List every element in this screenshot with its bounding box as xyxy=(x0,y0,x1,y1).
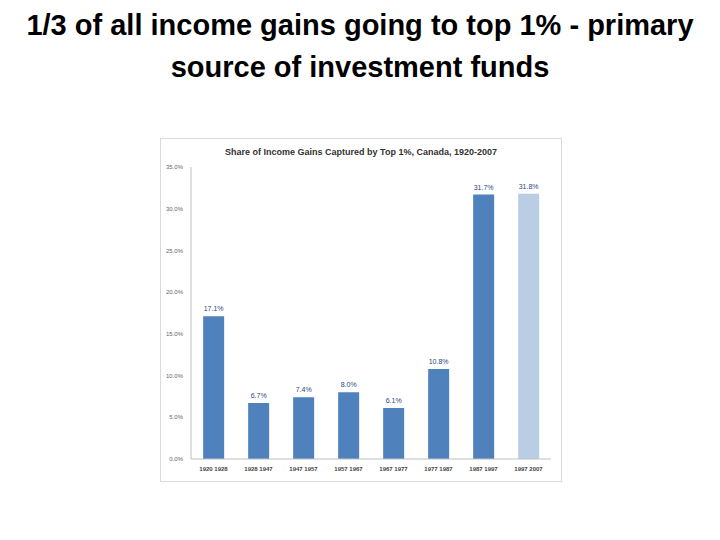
svg-text:0.0%: 0.0% xyxy=(169,456,183,462)
svg-text:10.0%: 10.0% xyxy=(166,373,184,379)
svg-text:35.0%: 35.0% xyxy=(166,164,184,170)
svg-text:1920 1928: 1920 1928 xyxy=(199,466,228,472)
svg-text:1947 1957: 1947 1957 xyxy=(289,466,318,472)
svg-text:1967 1977: 1967 1977 xyxy=(379,466,408,472)
svg-text:31.7%: 31.7% xyxy=(474,184,494,191)
svg-text:7.4%: 7.4% xyxy=(296,386,312,393)
svg-text:5.0%: 5.0% xyxy=(169,414,183,420)
svg-text:1928 1947: 1928 1947 xyxy=(244,466,273,472)
svg-text:25.0%: 25.0% xyxy=(166,248,184,254)
svg-text:1977 1987: 1977 1987 xyxy=(424,466,453,472)
svg-text:31.8%: 31.8% xyxy=(519,183,539,190)
svg-text:15.0%: 15.0% xyxy=(166,331,184,337)
svg-text:6.7%: 6.7% xyxy=(251,392,267,399)
svg-text:1957 1967: 1957 1967 xyxy=(334,466,363,472)
html-text:Share of Income Gains Captured: Share of Income Gains Captured by Top 1%… xyxy=(225,147,497,157)
svg-text:20.0%: 20.0% xyxy=(166,289,184,295)
svg-text:8.0%: 8.0% xyxy=(341,381,357,388)
svg-text:6.1%: 6.1% xyxy=(386,397,402,404)
svg-text:1987 1997: 1987 1997 xyxy=(469,466,498,472)
svg-text:30.0%: 30.0% xyxy=(166,206,184,212)
svg-text:1997 2007: 1997 2007 xyxy=(514,466,543,472)
svg-text:17.1%: 17.1% xyxy=(204,305,224,312)
html-text:1/3 of all income gains going: 1/3 of all income gains going to top 1% … xyxy=(26,9,694,83)
svg-text:10.8%: 10.8% xyxy=(429,358,449,365)
